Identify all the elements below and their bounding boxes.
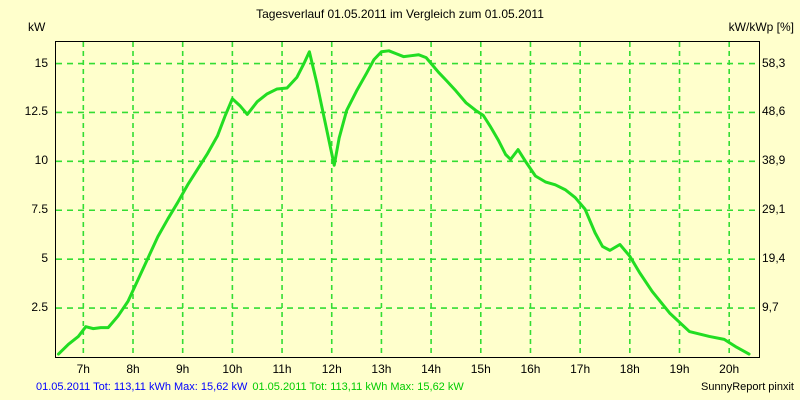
- y-tick-right: 19,4: [762, 251, 786, 266]
- x-tick: 11h: [272, 362, 292, 376]
- y-axis-unit-right: kW/kWp [%]: [728, 20, 794, 34]
- y-tick-left: 10: [34, 153, 48, 168]
- legend-entry-blue: 01.05.2011 Tot: 113,11 kWh Max: 15,62 kW: [36, 381, 248, 393]
- y-tick-left: 12.5: [24, 104, 48, 119]
- y-tick-left: 5: [41, 251, 48, 266]
- y-axis-unit-left: kW: [28, 20, 46, 34]
- y-tick-left: 2.5: [31, 300, 48, 315]
- x-tick: 18h: [619, 362, 640, 376]
- y-tick-right: 38,9: [762, 153, 786, 168]
- x-tick: 14h: [421, 362, 442, 376]
- y-tick-left: 15: [34, 55, 48, 70]
- x-tick: 8h: [126, 362, 140, 376]
- report-brand: SunnyReport pinxit: [701, 381, 794, 393]
- x-tick: 12h: [321, 362, 342, 376]
- x-tick: 10h: [222, 362, 243, 376]
- x-tick: 9h: [176, 362, 190, 376]
- x-tick: 20h: [719, 362, 740, 376]
- y-tick-right: 9,7: [762, 300, 779, 315]
- x-tick: 19h: [669, 362, 690, 376]
- chart-title: Tagesverlauf 01.05.2011 im Vergleich zum…: [256, 7, 544, 21]
- grid-layer: [56, 42, 759, 357]
- x-tick: 13h: [371, 362, 392, 376]
- plot-svg: [56, 42, 759, 357]
- series-layer: [56, 49, 751, 356]
- chart-legend: 01.05.2011 Tot: 113,11 kWh Max: 15,62 kW…: [36, 381, 464, 393]
- x-tick: 17h: [570, 362, 591, 376]
- x-tick: 15h: [470, 362, 491, 376]
- series-line: [56, 49, 751, 356]
- legend-entry-green: 01.05.2011 Tot: 113,11 kWh Max: 15,62 kW: [252, 381, 464, 393]
- y-tick-right: 58,3: [762, 55, 786, 70]
- y-tick-right: 29,1: [762, 202, 786, 217]
- plot-area: [55, 41, 760, 358]
- x-tick: 16h: [520, 362, 541, 376]
- y-tick-left: 7.5: [31, 202, 48, 217]
- x-tick: 7h: [76, 362, 90, 376]
- y-tick-right: 48,6: [762, 104, 786, 119]
